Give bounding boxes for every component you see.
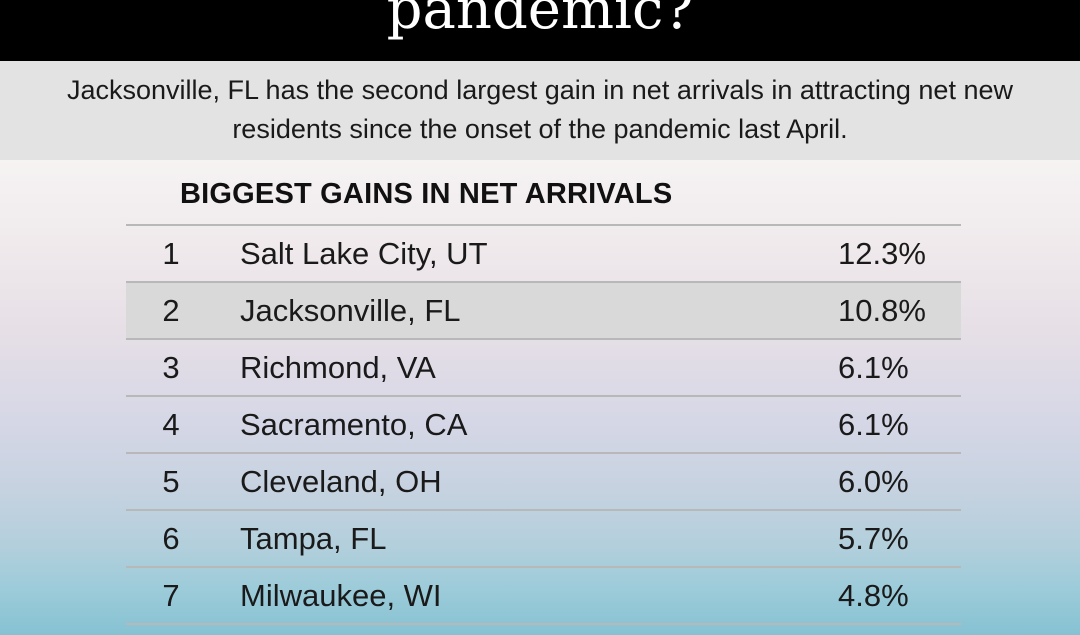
city-cell: Salt Lake City, UT (240, 236, 488, 271)
rank-cell: 5 (162, 464, 180, 499)
rank-cell: 1 (162, 236, 180, 271)
intro-band: Jacksonville, FL has the second largest … (0, 61, 1080, 160)
table-row: 2 Jacksonville, FL 10.8% (126, 283, 961, 340)
page-title: pandemic? (386, 0, 694, 42)
city-cell: Milwaukee, WI (240, 578, 442, 613)
value-cell: 12.3% (838, 236, 926, 271)
header-bar: pandemic? (0, 0, 1080, 61)
table-row: 4 Sacramento, CA 6.1% (126, 397, 961, 454)
value-cell: 6.1% (838, 350, 909, 385)
value-cell: 4.8% (838, 578, 909, 613)
rank-cell: 3 (162, 350, 180, 385)
table-row: 6 Tampa, FL 5.7% (126, 511, 961, 568)
ranking-table: 1 Salt Lake City, UT 12.3% 2 Jacksonville, F… (126, 224, 961, 625)
value-cell: 5.7% (838, 521, 909, 556)
intro-text: Jacksonville, FL has the second largest … (66, 75, 1013, 144)
value-cell: 6.1% (838, 407, 909, 442)
table-title: BIGGEST GAINS IN NET ARRIVALS (180, 178, 673, 210)
table-row: 5 Cleveland, OH 6.0% (126, 454, 961, 511)
city-cell: Cleveland, OH (240, 464, 442, 499)
table-row: 1 Salt Lake City, UT 12.3% (126, 226, 961, 283)
rank-cell: 6 (162, 521, 180, 556)
city-cell: Sacramento, CA (240, 407, 468, 442)
rank-cell: 4 (162, 407, 180, 442)
value-cell: 6.0% (838, 464, 909, 499)
table-row: 7 Milwaukee, WI 4.8% (126, 568, 961, 625)
value-cell: 10.8% (838, 293, 926, 328)
table-row: 3 Richmond, VA 6.1% (126, 340, 961, 397)
rank-cell: 7 (162, 578, 180, 613)
city-cell: Tampa, FL (240, 521, 387, 556)
rank-cell: 2 (162, 293, 180, 328)
city-cell: Jacksonville, FL (240, 293, 461, 328)
city-cell: Richmond, VA (240, 350, 436, 385)
table-top-rule (126, 224, 961, 226)
